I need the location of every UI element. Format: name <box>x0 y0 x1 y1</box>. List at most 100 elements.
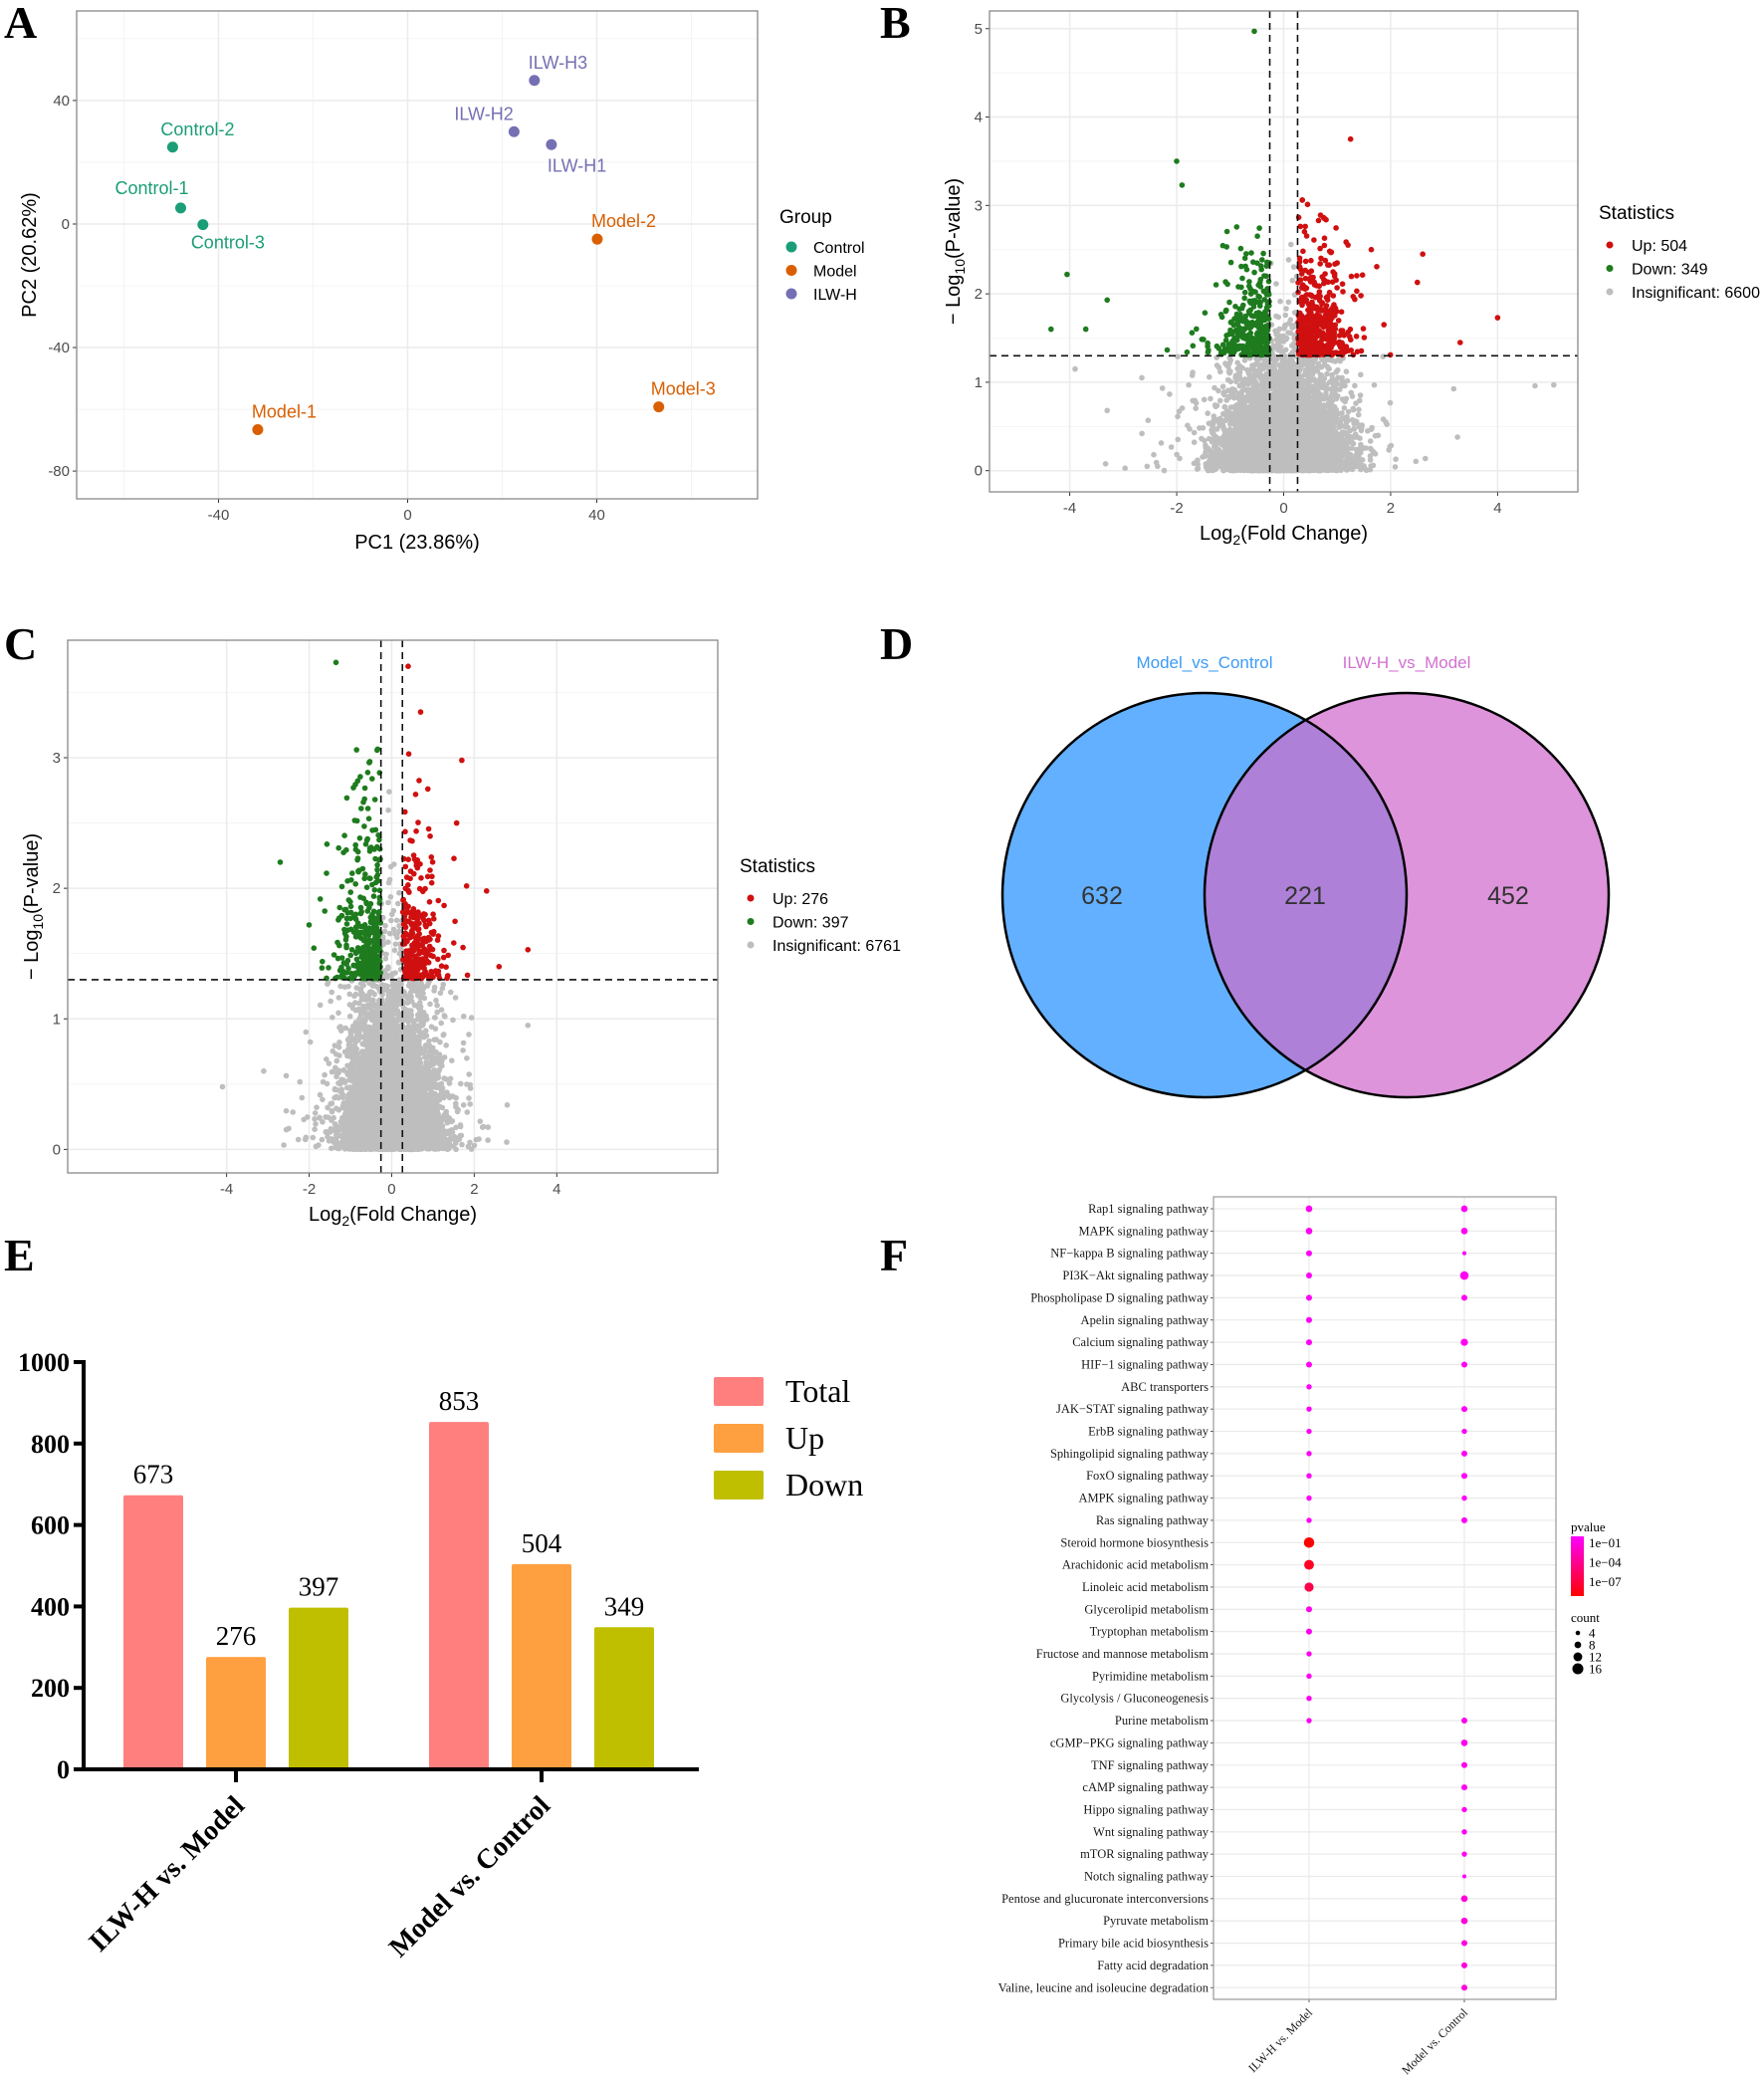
volcano-point-insignificant <box>1212 402 1218 408</box>
volcano-point-insignificant <box>1221 403 1228 410</box>
volcano-point-insignificant <box>1145 417 1152 424</box>
volcano-point-insignificant <box>1375 432 1382 439</box>
x-tick-label: 40 <box>588 507 605 524</box>
volcano-point-insignificant <box>1367 453 1374 459</box>
volcano-point-insignificant <box>1357 392 1364 398</box>
volcano-point-insignificant <box>1324 370 1330 377</box>
volcano-point-insignificant <box>1193 400 1200 406</box>
pca-point <box>197 219 209 231</box>
volcano-point-insignificant <box>1220 390 1226 397</box>
plot-area <box>77 11 758 499</box>
volcano-point-insignificant <box>1273 281 1279 287</box>
pca-point <box>591 233 603 245</box>
plot-border <box>76 10 759 500</box>
panel-label-a: A <box>4 0 37 48</box>
volcano-point-insignificant <box>1356 406 1362 413</box>
volcano-point-insignificant <box>1239 364 1245 371</box>
y-tick-label: 2 <box>975 286 983 303</box>
volcano-point-insignificant <box>1122 465 1128 472</box>
volcano-point-insignificant <box>1277 298 1283 305</box>
volcano-point-insignificant <box>1200 454 1206 460</box>
volcano-point-insignificant <box>1321 361 1328 368</box>
pca-point-label: Control-1 <box>115 178 189 198</box>
pca-point-label: Control-2 <box>160 119 234 139</box>
volcano-point-insignificant <box>1343 395 1350 402</box>
volcano-point-insignificant <box>1350 405 1357 412</box>
volcano-point-insignificant <box>1159 385 1166 391</box>
volcano-point-insignificant <box>1450 385 1457 392</box>
volcano-point-insignificant <box>1208 449 1214 456</box>
volcano-point-insignificant <box>1342 423 1349 430</box>
volcano-point-insignificant <box>1224 387 1231 394</box>
volcano-point-insignificant <box>1270 343 1277 349</box>
volcano-point-insignificant <box>1387 399 1394 406</box>
volcano-point-insignificant <box>1349 393 1356 399</box>
legend-key <box>785 288 797 300</box>
x-tick-label: 0 <box>403 507 411 524</box>
pca-point <box>508 125 520 137</box>
pca-point <box>175 202 186 214</box>
pca-point <box>529 75 541 87</box>
volcano-point-insignificant <box>1205 410 1211 416</box>
volcano-point-insignificant <box>1393 456 1399 463</box>
volcano-point-insignificant <box>1371 381 1378 388</box>
volcano-point-insignificant <box>1158 440 1165 446</box>
y-tick-label: 0 <box>975 463 983 480</box>
volcano-point-insignificant <box>1282 346 1289 353</box>
volcano-point-insignificant <box>1226 354 1233 361</box>
volcano-point-insignificant <box>1276 326 1283 333</box>
pca-point <box>166 141 178 153</box>
pca-point-label: Control-3 <box>191 233 265 253</box>
volcano-point-insignificant <box>1193 405 1199 411</box>
panel-label-f: F <box>880 1230 908 1280</box>
y-tick-label: 5 <box>975 21 983 38</box>
volcano-point-insignificant <box>1144 463 1151 470</box>
volcano-point-insignificant <box>1273 331 1279 338</box>
volcano-point-insignificant <box>1102 461 1109 467</box>
legend-key <box>785 241 797 253</box>
volcano-point-insignificant <box>1276 362 1282 368</box>
pca-point <box>653 401 665 413</box>
volcano-point-insignificant <box>1226 421 1233 427</box>
volcano-point-insignificant <box>1358 441 1364 448</box>
legend-label: Control <box>813 240 865 257</box>
y-tick-label: 1 <box>975 374 983 391</box>
volcano-point-insignificant <box>1353 400 1359 406</box>
volcano-point-insignificant <box>1367 457 1374 463</box>
legend-title: Group <box>779 207 832 228</box>
pca-point <box>252 424 264 436</box>
volcano-point-insignificant <box>1186 381 1192 388</box>
y-tick-label: 0 <box>62 216 70 233</box>
volcano-point-insignificant <box>1363 466 1369 473</box>
volcano-point-insignificant <box>1324 394 1330 401</box>
x-tick-label: 0 <box>1279 500 1287 517</box>
pca-point-label: Model-2 <box>591 211 656 231</box>
volcano-point-insignificant <box>1353 446 1360 453</box>
volcano-point-insignificant <box>1175 413 1181 420</box>
panel-label-d: D <box>880 618 913 669</box>
pca-point-label: Model-1 <box>252 402 317 422</box>
volcano-point-insignificant <box>1275 346 1281 353</box>
volcano-point-insignificant <box>1350 434 1356 440</box>
volcano-point-insignificant <box>1215 387 1221 394</box>
volcano-point-insignificant <box>1345 408 1352 415</box>
y-tick-label: -80 <box>48 463 70 480</box>
volcano-point-insignificant <box>1423 455 1429 462</box>
volcano-point-insignificant <box>1155 463 1161 470</box>
pca-point-label: ILW-H2 <box>454 104 513 123</box>
volcano-point-insignificant <box>1219 383 1226 390</box>
volcano-point-insignificant <box>1287 330 1294 337</box>
volcano-point-insignificant <box>1151 451 1157 458</box>
volcano-point-insignificant <box>1355 411 1362 418</box>
pca-point-label: Model-3 <box>651 379 716 399</box>
volcano-point-insignificant <box>1202 437 1208 444</box>
volcano-point-insignificant <box>1285 299 1292 306</box>
panel-label-e: E <box>4 1230 35 1280</box>
x-tick-label: -40 <box>208 507 230 524</box>
volcano-point-insignificant <box>1227 404 1234 410</box>
x-tick-label: -2 <box>1170 500 1183 517</box>
panel-label-c: C <box>4 618 37 669</box>
